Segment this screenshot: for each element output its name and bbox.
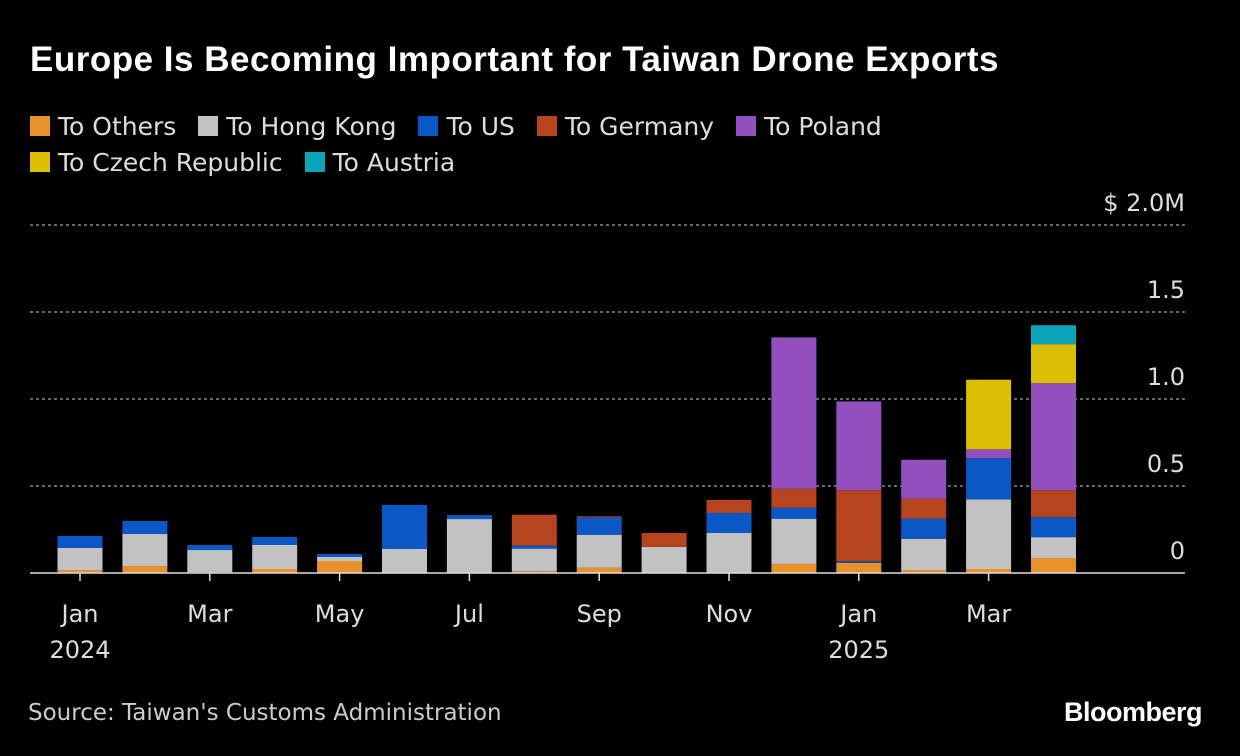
x-tick-label: Mar bbox=[966, 600, 1011, 628]
x-tick-year: 2024 bbox=[49, 636, 110, 664]
bar-segment bbox=[836, 562, 882, 573]
x-tick-label: Sep bbox=[577, 600, 622, 628]
bar-segment bbox=[1031, 344, 1076, 384]
bar-segment bbox=[836, 561, 882, 563]
bar-segment bbox=[836, 401, 882, 491]
bar-segment bbox=[122, 534, 168, 567]
y-tick-label: 1.5 bbox=[1147, 276, 1185, 304]
bar-segment bbox=[966, 458, 1012, 500]
legend-swatch bbox=[30, 116, 50, 136]
bar-segment bbox=[1031, 558, 1076, 573]
legend-item: To Germany bbox=[536, 108, 715, 144]
legend-item: To Others bbox=[30, 108, 176, 144]
bar-segment bbox=[187, 550, 233, 573]
bar-segment bbox=[706, 532, 752, 573]
bar-segment bbox=[57, 535, 103, 548]
bar-segment bbox=[576, 534, 622, 568]
bar-segment bbox=[771, 563, 817, 573]
bar-segment bbox=[966, 449, 1012, 459]
bar-segment bbox=[1031, 325, 1076, 345]
y-tick-label: 0 bbox=[1170, 537, 1185, 565]
legend-label: To Hong Kong bbox=[226, 111, 397, 141]
bar-segment bbox=[901, 459, 947, 499]
bar-segment bbox=[382, 548, 427, 573]
x-tick-label: Jan bbox=[838, 600, 877, 628]
legend-label: To Czech Republic bbox=[58, 147, 283, 177]
bar-segment bbox=[576, 517, 622, 535]
bar-segment bbox=[901, 538, 947, 571]
bar-segment bbox=[771, 507, 817, 519]
legend-item: To US bbox=[418, 108, 515, 144]
bar-segment bbox=[382, 504, 427, 549]
bar-segment bbox=[511, 571, 557, 573]
bar-segment bbox=[1031, 537, 1076, 559]
bar-segment bbox=[706, 512, 752, 533]
legend-item: To Austria bbox=[304, 144, 456, 180]
bar-segment bbox=[706, 499, 752, 513]
legend-label: To Germany bbox=[564, 111, 715, 141]
bar-segment bbox=[122, 566, 168, 573]
source-note: Source: Taiwan's Customs Administration bbox=[28, 700, 502, 726]
y-tick-label: 1.0 bbox=[1147, 363, 1185, 391]
bar-segment bbox=[446, 519, 492, 573]
legend: To Others To Hong Kong To US To Germany To P… bbox=[30, 108, 1030, 180]
bar-segment bbox=[317, 554, 363, 557]
bar-segment bbox=[187, 544, 233, 551]
bar-segment bbox=[252, 568, 298, 573]
bar-segment bbox=[576, 567, 622, 573]
bar-segment bbox=[771, 337, 817, 489]
bar-segment bbox=[1031, 383, 1076, 491]
bar-segment bbox=[576, 516, 622, 518]
legend-swatch bbox=[304, 152, 325, 172]
bar-segment bbox=[252, 544, 298, 569]
bar-segment bbox=[317, 556, 363, 561]
bar-segment bbox=[317, 560, 363, 573]
bar-segment bbox=[641, 532, 687, 547]
bar-segment bbox=[1031, 517, 1076, 538]
chart-title: Europe Is Becoming Important for Taiwan … bbox=[30, 40, 1000, 79]
bar-segment bbox=[771, 518, 817, 564]
bar-segment bbox=[901, 518, 947, 539]
bar-segment bbox=[966, 568, 1012, 573]
x-tick-label: Mar bbox=[187, 600, 232, 628]
bar-segment bbox=[966, 499, 1012, 569]
legend-swatch bbox=[736, 116, 757, 136]
bar-segment bbox=[1031, 490, 1076, 518]
x-tick-label: Nov bbox=[706, 600, 753, 628]
y-tick-label: $ 2.0M bbox=[1103, 189, 1185, 217]
bar-segment bbox=[771, 488, 817, 508]
legend-label: To Austria bbox=[332, 147, 456, 177]
bar-segment bbox=[836, 490, 882, 562]
bar-segment bbox=[252, 536, 298, 545]
legend-label: To Poland bbox=[764, 111, 882, 141]
bar-segment bbox=[446, 515, 492, 520]
bar-segment bbox=[511, 514, 557, 546]
legend-swatch bbox=[536, 116, 557, 136]
x-tick-label: Jan bbox=[60, 600, 99, 628]
x-tick-year: 2025 bbox=[828, 636, 889, 664]
bar-segment bbox=[57, 547, 103, 571]
legend-swatch bbox=[30, 152, 50, 172]
legend-item: To Hong Kong bbox=[198, 108, 396, 144]
y-tick-label: 0.5 bbox=[1147, 450, 1185, 478]
bloomberg-logo: Bloomberg bbox=[1063, 697, 1203, 727]
bar-segment bbox=[57, 570, 103, 573]
bar-segment bbox=[511, 548, 557, 572]
legend-label: To Others bbox=[58, 111, 177, 141]
legend-label: To US bbox=[446, 111, 515, 141]
legend-swatch bbox=[418, 116, 439, 136]
x-tick-label: May bbox=[315, 600, 365, 628]
x-tick-label: Jul bbox=[453, 600, 484, 628]
bar-segment bbox=[901, 570, 947, 573]
legend-swatch bbox=[198, 116, 219, 136]
bar-segment bbox=[641, 546, 687, 573]
bar-segment bbox=[122, 520, 168, 535]
bar-segment bbox=[511, 545, 557, 549]
bar-segment bbox=[901, 498, 947, 519]
legend-item: To Czech Republic bbox=[30, 144, 283, 180]
bar-segment bbox=[966, 379, 1012, 450]
legend-item: To Poland bbox=[736, 108, 882, 144]
